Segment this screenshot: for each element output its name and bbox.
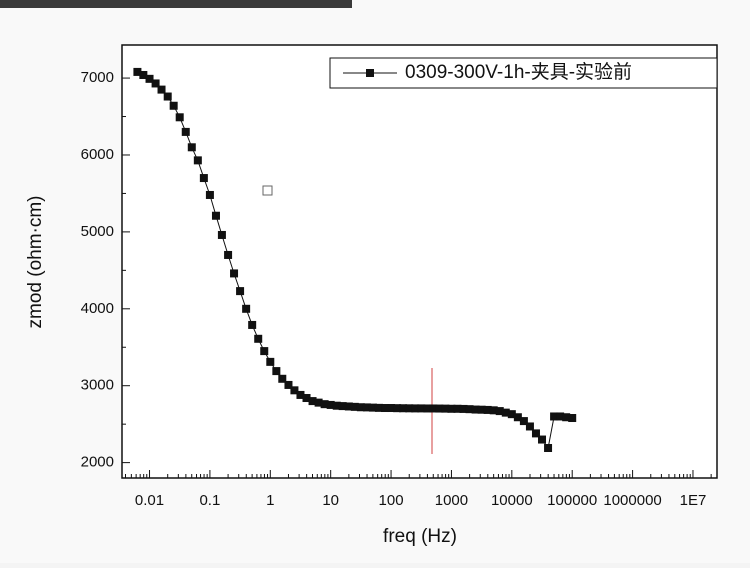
marker <box>320 400 329 409</box>
x-tick-label: 10 <box>322 492 339 509</box>
marker <box>374 403 383 412</box>
marker <box>187 143 196 152</box>
marker <box>447 404 456 413</box>
marker <box>157 85 166 94</box>
marker <box>224 250 233 259</box>
legend-label: 0309-300V-1h-夹具-实验前 <box>405 61 632 83</box>
cursor-icon <box>262 185 273 196</box>
marker <box>284 380 293 389</box>
marker <box>453 404 462 413</box>
marker <box>423 404 432 413</box>
marker <box>411 404 420 413</box>
marker <box>260 347 269 356</box>
marker <box>465 405 474 414</box>
marker <box>290 386 299 395</box>
marker <box>338 402 347 411</box>
marker <box>308 397 317 406</box>
marker <box>513 413 522 422</box>
x-tick-label: 0.01 <box>135 492 164 509</box>
marker <box>242 304 251 313</box>
marker <box>544 444 553 453</box>
y-tick-label: 4000 <box>81 300 114 317</box>
marker <box>393 404 402 413</box>
marker <box>344 402 353 411</box>
legend-marker <box>366 69 374 77</box>
marker <box>441 404 450 413</box>
marker <box>199 174 208 183</box>
marker <box>217 230 226 239</box>
marker <box>181 127 190 136</box>
x-axis-label: freq (Hz) <box>383 526 457 547</box>
marker <box>525 422 534 431</box>
y-axis-label: zmod (ohm·cm) <box>25 195 46 328</box>
plot-frame <box>121 44 718 479</box>
marker <box>435 404 444 413</box>
x-tick-label: 1000000 <box>603 492 661 509</box>
marker <box>193 156 202 165</box>
marker <box>550 412 559 421</box>
marker <box>562 413 571 422</box>
title-strip <box>0 0 352 8</box>
x-tick-label: 100000 <box>547 492 597 509</box>
marker <box>332 401 341 410</box>
marker <box>519 417 528 426</box>
marker <box>314 398 323 407</box>
marker <box>489 406 498 415</box>
marker <box>495 407 504 416</box>
marker <box>381 404 390 413</box>
marker <box>429 404 438 413</box>
marker <box>169 101 178 110</box>
marker <box>356 403 365 412</box>
marker <box>471 405 480 414</box>
marker <box>483 405 492 414</box>
marker <box>556 412 565 421</box>
y-tick-label: 2000 <box>81 454 114 471</box>
marker <box>296 390 305 399</box>
marker <box>211 211 220 220</box>
y-tick-label: 5000 <box>81 223 114 240</box>
marker <box>139 70 148 79</box>
marker <box>205 190 214 199</box>
x-tick-label: 10000 <box>491 492 533 509</box>
marker <box>538 435 547 444</box>
x-tick-label: 100 <box>379 492 404 509</box>
marker <box>248 320 257 329</box>
marker <box>368 403 377 412</box>
marker <box>459 404 468 413</box>
marker <box>405 404 414 413</box>
y-tick-label: 3000 <box>81 377 114 394</box>
marker <box>272 367 281 376</box>
marker <box>151 79 160 88</box>
marker <box>417 404 426 413</box>
marker <box>568 414 577 423</box>
x-tick-label: 0.1 <box>199 492 220 509</box>
marker <box>175 113 184 122</box>
marker <box>254 334 263 343</box>
marker <box>163 92 172 101</box>
y-tick-label: 6000 <box>81 146 114 163</box>
marker <box>350 402 359 411</box>
marker <box>145 74 154 83</box>
marker <box>531 429 540 438</box>
x-tick-label: 1E7 <box>680 492 707 509</box>
marker <box>278 374 287 383</box>
marker <box>302 394 311 403</box>
marker <box>362 403 371 412</box>
marker <box>477 405 486 414</box>
x-tick-label: 1000 <box>435 492 468 509</box>
marker <box>236 287 245 296</box>
marker <box>507 410 516 419</box>
marker <box>133 67 142 76</box>
marker <box>387 404 396 413</box>
marker <box>230 269 239 278</box>
x-tick-label: 1 <box>266 492 274 509</box>
marker <box>326 400 335 409</box>
marker <box>266 357 275 366</box>
y-tick-label: 7000 <box>81 69 114 86</box>
marker <box>501 408 510 417</box>
marker <box>399 404 408 413</box>
